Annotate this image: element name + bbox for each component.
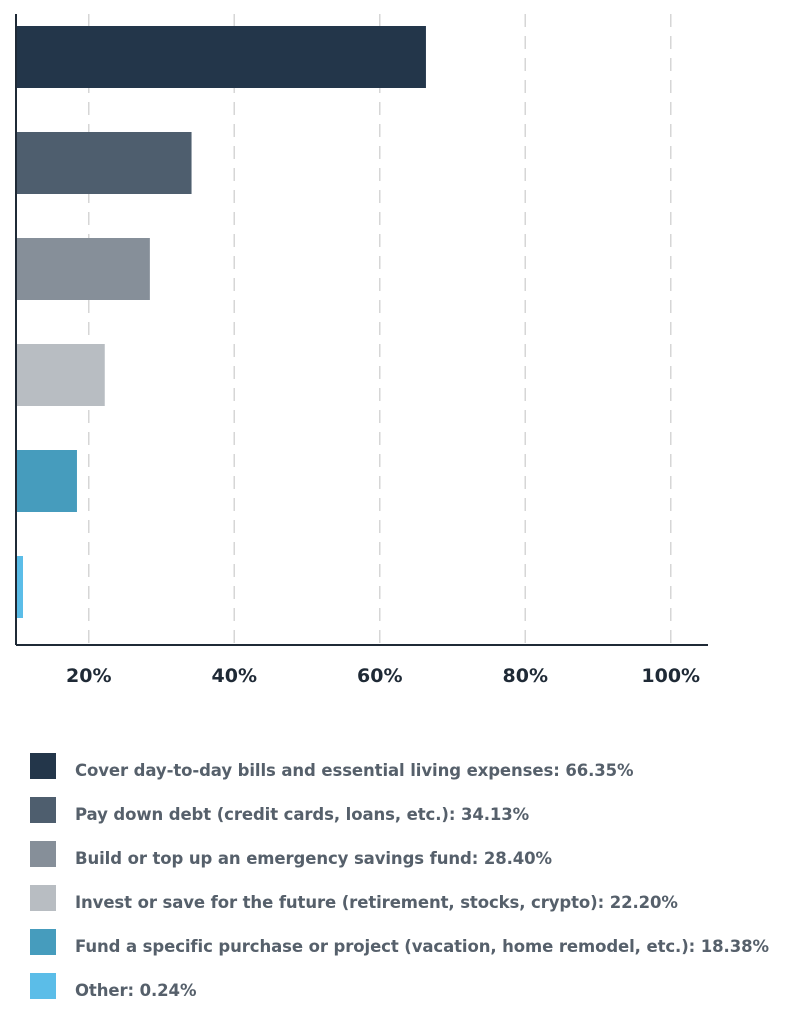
x-tick-label: 80% [503, 665, 548, 687]
legend-label: Other: 0.24% [75, 980, 197, 1000]
bar-1 [16, 26, 426, 88]
legend-label: Fund a specific purchase or project (vac… [75, 936, 769, 956]
bar-4 [16, 344, 105, 406]
legend-swatch [30, 797, 56, 823]
bar-3 [16, 238, 150, 300]
legend-item: Pay down debt (credit cards, loans, etc.… [30, 792, 797, 836]
legend-swatch [30, 841, 56, 867]
x-tick-label: 20% [66, 665, 111, 687]
grid-lines [88, 14, 672, 645]
x-tick-label: 40% [212, 665, 257, 687]
bar-chart: 20% 40% 60% 80% 100% [15, 14, 708, 687]
legend-swatch [30, 885, 56, 911]
legend: Cover day-to-day bills and essential liv… [30, 748, 797, 1012]
legend-item: Invest or save for the future (retiremen… [30, 880, 797, 924]
legend-swatch [30, 929, 56, 955]
legend-item: Other: 0.24% [30, 968, 797, 1012]
legend-label: Pay down debt (credit cards, loans, etc.… [75, 804, 530, 824]
legend-swatch [30, 753, 56, 779]
legend-item: Cover day-to-day bills and essential liv… [30, 748, 797, 792]
legend-swatch [30, 973, 56, 999]
legend-label: Invest or save for the future (retiremen… [75, 892, 678, 912]
legend-label: Cover day-to-day bills and essential liv… [75, 760, 634, 780]
axes [15, 14, 708, 646]
legend-item: Build or top up an emergency savings fun… [30, 836, 797, 880]
legend-item: Fund a specific purchase or project (vac… [30, 924, 797, 968]
bars [16, 26, 426, 618]
bar-6 [16, 556, 23, 618]
x-tick-label: 100% [641, 665, 700, 687]
x-tick-label: 60% [357, 665, 402, 687]
bar-2 [16, 132, 192, 194]
bar-5 [16, 450, 77, 512]
legend-label: Build or top up an emergency savings fun… [75, 848, 552, 868]
x-tick-labels: 20% 40% 60% 80% 100% [66, 665, 700, 687]
